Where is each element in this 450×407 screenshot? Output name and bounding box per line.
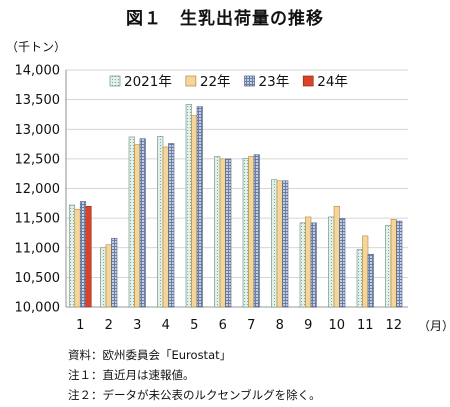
legend-label: 22年 xyxy=(200,74,231,90)
x-tick-label: 2 xyxy=(105,318,113,333)
bar-3-6 xyxy=(225,158,232,308)
x-tick-label: 10 xyxy=(328,318,345,333)
bar-2-12 xyxy=(390,219,397,308)
bar-2-2 xyxy=(105,244,112,308)
y-tick-label: 12,500 xyxy=(15,152,61,167)
x-tick-label: 3 xyxy=(133,318,141,333)
y-tick-label: 12,000 xyxy=(15,182,61,197)
legend-label: 23年 xyxy=(259,74,290,90)
bar-2-9 xyxy=(305,216,312,308)
legend-swatch xyxy=(109,75,121,87)
bar-1-11 xyxy=(356,249,363,308)
bar-3-7 xyxy=(253,154,260,308)
y-axis-unit: （千トン） xyxy=(6,40,67,54)
y-tick-label: 11,500 xyxy=(15,212,61,227)
x-tick-label: 8 xyxy=(276,318,284,333)
x-tick-label: 1 xyxy=(76,318,84,333)
bar-1-10 xyxy=(328,216,335,308)
bar-1-4 xyxy=(157,136,164,308)
bar-1-8 xyxy=(271,179,278,308)
bar-3-8 xyxy=(282,180,289,308)
legend-swatch xyxy=(244,75,255,87)
y-tick-label: 13,000 xyxy=(15,123,61,138)
legend-swatch xyxy=(185,75,197,87)
note-1: 注１：直近月は速報値。 xyxy=(68,368,195,382)
x-tick-label: 6 xyxy=(219,318,227,333)
y-tick-label: 13,500 xyxy=(15,93,61,108)
bar-2-6 xyxy=(219,158,226,308)
bar-1-2 xyxy=(100,247,107,308)
legend-swatch xyxy=(302,75,314,87)
bar-1-3 xyxy=(128,136,135,308)
bar-3-12 xyxy=(396,220,403,308)
x-tick-label: 7 xyxy=(247,318,255,333)
y-tick-label: 14,000 xyxy=(15,64,61,79)
x-tick-label: 5 xyxy=(190,318,198,333)
x-tick-label: 11 xyxy=(357,318,374,333)
y-tick-label: 10,000 xyxy=(15,301,61,316)
bar-3-5 xyxy=(196,106,203,308)
bar-1-1 xyxy=(68,204,76,308)
bar-2-11 xyxy=(362,235,369,308)
note-2: 注２：データが未公表のルクセンブルグを除く。 xyxy=(68,388,321,402)
bar-2-8 xyxy=(276,180,283,308)
bar-3-3 xyxy=(139,138,146,308)
x-axis-unit: （月） xyxy=(418,319,450,333)
bar-1-5 xyxy=(185,104,192,308)
x-tick-label: 4 xyxy=(162,318,170,333)
x-tick-label: 12 xyxy=(385,318,402,333)
bar-2-4 xyxy=(162,146,169,308)
bar-2-7 xyxy=(248,156,255,308)
bar-1-12 xyxy=(385,224,392,308)
chart-title: 図１ 生乳出荷量の推移 xyxy=(126,9,324,29)
legend-label: 2021年 xyxy=(124,74,172,90)
y-tick-label: 10,500 xyxy=(15,271,61,286)
bar-3-4 xyxy=(168,143,175,308)
bar-1-9 xyxy=(299,222,306,308)
footnotes: 資料：欧州委員会「Eurostat」 注１：直近月は速報値。 注２：データが未公… xyxy=(68,345,321,405)
bar-2-5 xyxy=(191,115,198,308)
bar-3-1 xyxy=(79,201,87,308)
bar-1-6 xyxy=(214,156,221,308)
bar-3-9 xyxy=(310,222,317,308)
bar-chart: 10,000 10,500 11,000 11,500 12,000 12,500 13,0… xyxy=(15,64,408,333)
bar-2-3 xyxy=(134,144,141,308)
bar-3-10 xyxy=(339,218,346,308)
bar-1-7 xyxy=(242,157,249,308)
bar-3-2 xyxy=(111,237,118,308)
bar-2-1 xyxy=(74,208,81,308)
bar-2-10 xyxy=(333,205,340,308)
y-tick-label: 11,000 xyxy=(15,241,61,256)
bar-3-11 xyxy=(367,253,374,308)
bar-4-1 xyxy=(85,205,92,308)
note-source: 資料：欧州委員会「Eurostat」 xyxy=(68,348,232,362)
legend-label: 24年 xyxy=(317,74,348,90)
x-tick-label: 9 xyxy=(304,318,312,333)
